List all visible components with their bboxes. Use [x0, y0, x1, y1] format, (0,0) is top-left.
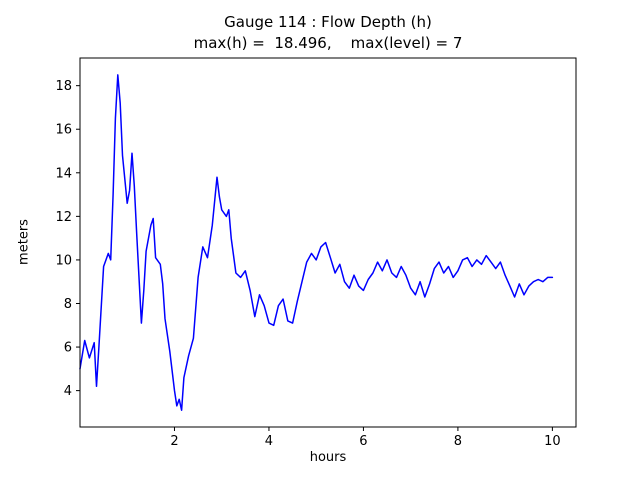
y-tick-label: 16: [55, 123, 72, 138]
x-axis-label: hours: [309, 450, 347, 465]
y-tick-label: 6: [64, 341, 72, 356]
y-tick-label: 12: [55, 210, 72, 225]
chart-subtitle: max(h) = 18.496, max(level) = 7: [193, 34, 463, 52]
y-tick-label: 8: [64, 297, 72, 312]
chart-title: Gauge 114 : Flow Depth (h): [224, 13, 432, 31]
y-tick-label: 4: [64, 384, 72, 399]
x-tick-label: 2: [170, 434, 178, 449]
axes-box: [79, 57, 577, 428]
x-tick-label: 6: [359, 434, 367, 449]
y-tick-label: 10: [55, 253, 72, 268]
y-tick-label: 18: [55, 79, 72, 94]
x-tick-label: 10: [544, 434, 561, 449]
ticks-layer: 2 4 6 8 10 4 6 8 10 12 14 16 18: [55, 79, 560, 449]
y-axis-label-text: meters: [16, 219, 32, 265]
y-tick-label: 14: [55, 166, 72, 181]
flow-depth-line: [79, 74, 554, 411]
x-tick-label: 8: [454, 434, 462, 449]
x-tick-label: 4: [265, 434, 273, 449]
